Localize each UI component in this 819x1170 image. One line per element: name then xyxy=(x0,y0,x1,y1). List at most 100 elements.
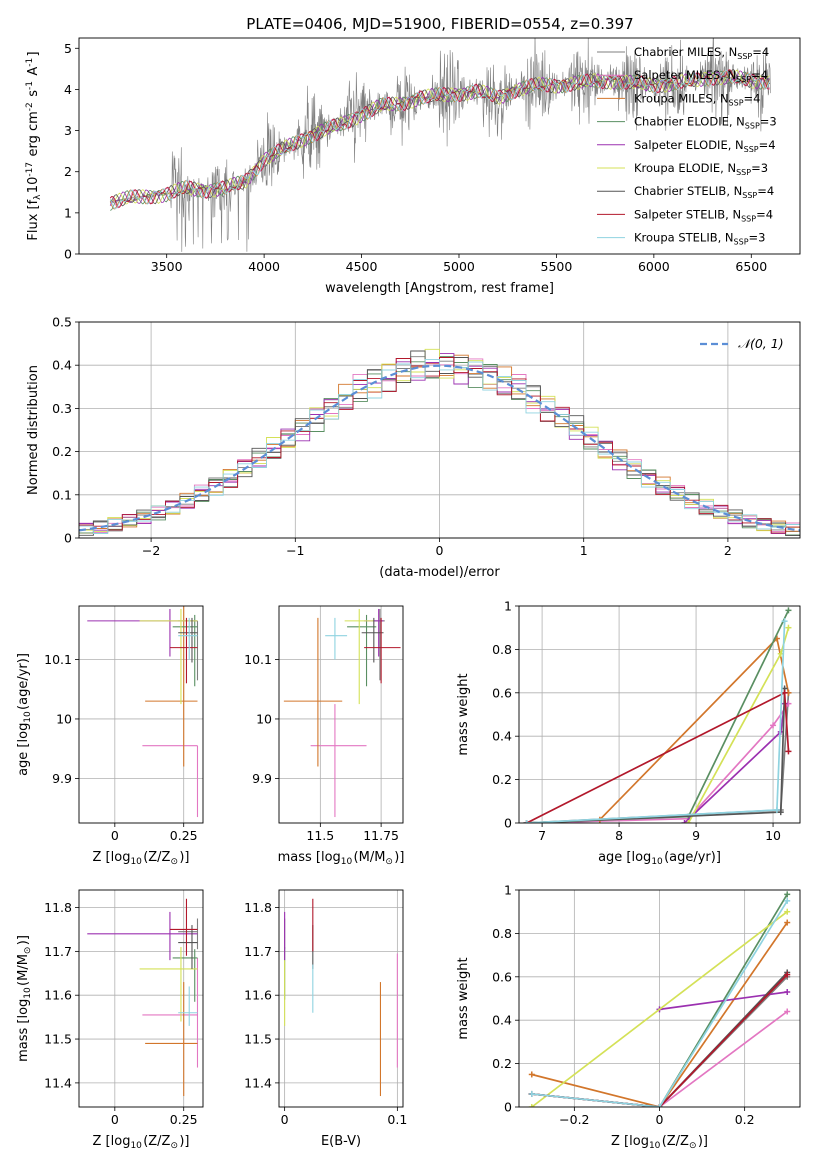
x-tick-label: 0 xyxy=(656,1112,664,1127)
plot-area xyxy=(528,891,791,1107)
y-axis-label: age [log10 (age/yr)] xyxy=(16,653,33,776)
label-part: erg cm xyxy=(26,111,41,160)
label-part: E(B-V) xyxy=(321,1134,361,1149)
y-tick-label: 1 xyxy=(64,205,72,220)
legend-label: Chabrier MILES, NSSP=4 xyxy=(634,45,769,61)
figure-title: PLATE=0406, MJD=51900, FIBERID=0554, z=0… xyxy=(246,15,633,33)
label-part: mass [log xyxy=(16,999,31,1062)
y-tick-label: 0 xyxy=(504,816,512,831)
x-tick-label: 0.1 xyxy=(387,1112,407,1127)
x-tick-label: 0.25 xyxy=(170,1112,198,1127)
legend-label: Kroupa ELODIE, NSSP=3 xyxy=(634,161,768,177)
y-axis-label: mass weight xyxy=(456,957,471,1039)
y-axis-label: mass weight xyxy=(456,673,471,755)
y-tick-label: 11.8 xyxy=(244,900,272,915)
legend-label-suffix: =3 xyxy=(760,115,777,129)
label-part: λ xyxy=(33,194,43,200)
x-tick-label: 10 xyxy=(765,828,781,843)
x-tick-label: −0.2 xyxy=(559,1112,589,1127)
y-tick-label: 11.4 xyxy=(44,1075,72,1090)
label-part: (M/M xyxy=(354,850,386,865)
label-part: (age/yr)] xyxy=(664,850,721,865)
label-part: (Z/Z xyxy=(143,850,170,865)
legend-label-sub: SSP xyxy=(742,191,757,200)
legend-label-sub: SSP xyxy=(734,238,749,247)
y-tick-label: 4 xyxy=(64,82,72,97)
y-tick-label: 1 xyxy=(504,883,512,898)
plot-area xyxy=(87,898,199,1097)
legend-label-sub: SSP xyxy=(736,168,751,177)
y-tick-label: 0.2 xyxy=(52,444,72,459)
y-tick-label: 0.4 xyxy=(52,358,72,373)
legend-label: Kroupa STELIB, NSSP=3 xyxy=(634,231,765,247)
y-tick-label: 10 xyxy=(56,711,72,726)
plot-area xyxy=(283,608,401,818)
y-tick-label: 0.8 xyxy=(492,926,512,941)
legend-label-suffix: =4 xyxy=(751,68,768,82)
observed-spectrum-line xyxy=(110,38,771,252)
x-axis-label: E(B-V) xyxy=(321,1134,361,1149)
legend-label-suffix: =4 xyxy=(759,138,776,152)
legend-label-base: Kroupa ELODIE, N xyxy=(634,161,736,175)
y-tick-label: 1 xyxy=(504,599,512,614)
legend-label-base: Kroupa STELIB, N xyxy=(634,231,734,245)
y-tick-label: 11.7 xyxy=(244,944,272,959)
x-tick-label: 5000 xyxy=(443,259,475,274)
legend-label-suffix: =4 xyxy=(757,184,774,198)
y-tick-label: 0.6 xyxy=(492,685,512,700)
label-part: ] xyxy=(26,51,41,56)
plot-area xyxy=(79,348,800,536)
label-part: (M/M xyxy=(16,954,31,986)
label-part: age [log xyxy=(16,723,31,776)
legend-label-sub: SSP xyxy=(741,214,756,223)
label-part: -1 xyxy=(25,58,35,67)
legend-label: Salpeter MILES, NSSP=4 xyxy=(634,68,768,84)
panel-weight-vs-Z: −0.2 0 0.2 0 0.2 0.4 0.6 0.8 1 Z [log10 (Z/Z⊙ )] m… xyxy=(456,883,801,1151)
x-tick-label: 0 xyxy=(281,1112,289,1127)
label-part: s xyxy=(26,90,41,101)
y-tick-label: 11.6 xyxy=(244,988,272,1003)
y-tick-label: 0 xyxy=(64,531,72,546)
label-part: mass weight xyxy=(456,957,471,1039)
legend-label-sub: SSP xyxy=(744,145,759,154)
label-part: A xyxy=(26,67,41,80)
y-tick-label: 11.5 xyxy=(44,1032,72,1047)
label-part: )] xyxy=(179,1134,189,1149)
x-tick-label: 6000 xyxy=(638,259,670,274)
legend-label-base: Salpeter ELODIE, N xyxy=(634,138,744,152)
y-tick-label: 11.6 xyxy=(44,988,72,1003)
legend-label-base: Chabrier STELIB, N xyxy=(634,184,742,198)
label-part: 10 xyxy=(23,987,33,999)
legend-label-base: Chabrier ELODIE, N xyxy=(634,115,745,129)
x-tick-label: −2 xyxy=(142,543,160,558)
label-part: ⊙ xyxy=(170,1141,178,1151)
x-axis-label: wavelength [Angstrom, rest frame] xyxy=(325,281,554,296)
x-tick-label: 7 xyxy=(538,828,546,843)
y-tick-label: 10.1 xyxy=(244,652,272,667)
y-tick-label: 0.6 xyxy=(492,969,512,984)
y-axis-label: Normed distribution xyxy=(26,365,41,495)
label-part: ⊙ xyxy=(170,857,178,867)
plot-area xyxy=(109,38,771,252)
legend-label-base: Kroupa MILES, N xyxy=(634,91,729,105)
legend-label-base: Chabrier MILES, N xyxy=(634,45,737,59)
label-part: (Z/Z xyxy=(143,1134,170,1149)
y-tick-label: 0 xyxy=(504,1100,512,1115)
mass-weight-line xyxy=(531,911,788,1107)
label-part: -17 xyxy=(25,162,35,177)
x-tick-label: 0.25 xyxy=(170,828,198,843)
label-part: Z [log xyxy=(93,1134,131,1149)
y-tick-label: 9.9 xyxy=(52,771,72,786)
x-tick-label: 2 xyxy=(724,543,732,558)
plot-area xyxy=(87,606,199,818)
label-part: (Z/Z xyxy=(662,1134,689,1149)
legend-label: Salpeter ELODIE, NSSP=4 xyxy=(634,138,776,154)
label-part: Flux [f xyxy=(26,199,41,240)
label-part: Z [log xyxy=(93,850,131,865)
legend-label-suffix: =3 xyxy=(751,161,768,175)
y-tick-label: 0.2 xyxy=(492,1056,512,1071)
